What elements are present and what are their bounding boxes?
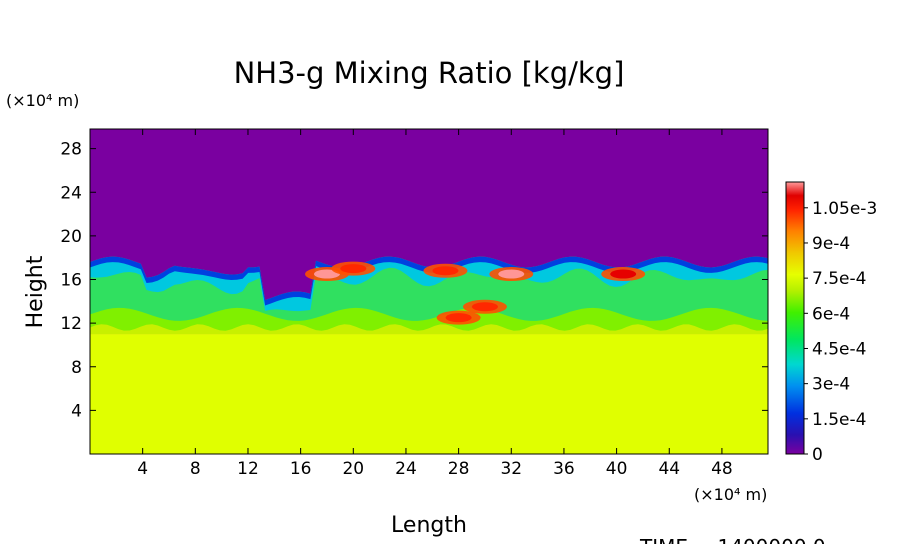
colorbar-label: 9e-4: [812, 234, 850, 254]
chart-title: NH3-g Mixing Ratio [kg/kg]: [234, 56, 625, 90]
colorbar-labels: 1.05e-3 9e-4 7.5e-4 6e-4 4.5e-4 3e-4 1.5e-4 0: [804, 199, 877, 465]
y-tick-label: 20: [60, 227, 82, 247]
x-tick-label: 40: [606, 459, 628, 479]
y-axis-label: Height: [23, 255, 48, 328]
hotspot-core: [313, 269, 340, 279]
colorbar-label: 1.05e-3: [812, 199, 877, 219]
x-unit-label: (×10⁴ m): [694, 485, 767, 504]
colorbar-label: 3e-4: [812, 375, 850, 395]
hotspot-core: [498, 269, 525, 279]
hotspot-core: [445, 313, 472, 323]
mid-layer-blue: [90, 256, 768, 306]
x-tick-label: 28: [448, 459, 470, 479]
x-tick-label: 24: [395, 459, 417, 479]
lower-layer: [90, 334, 768, 454]
y-tick-label: 12: [60, 314, 82, 334]
y-axis-ticks: 4 8 12 16 20 24 28: [60, 140, 768, 421]
y-tick-label: 16: [60, 271, 82, 291]
hotspot-core: [610, 269, 637, 279]
y-tick-label: 24: [60, 183, 82, 203]
colorbar-label: 1.5e-4: [812, 410, 866, 430]
y-tick-label: 4: [71, 401, 82, 421]
hotspot-core: [340, 264, 367, 274]
y-tick-label: 28: [60, 140, 82, 160]
hotspot-core: [471, 302, 498, 312]
x-tick-label: 4: [137, 459, 148, 479]
colorbar: [785, 181, 805, 455]
x-tick-label: 48: [711, 459, 733, 479]
colorbar-label: 6e-4: [812, 304, 850, 324]
heatmap-field: [90, 129, 768, 454]
mid-layer-cyan: [90, 261, 768, 312]
hotspot-core: [432, 266, 459, 276]
colorbar-label: 0: [812, 445, 823, 465]
x-tick-label: 16: [290, 459, 312, 479]
plot-frame: [89, 128, 769, 455]
y-tick-label: 8: [71, 358, 82, 378]
mid-layer-transition: [90, 324, 768, 334]
x-tick-label: 32: [500, 459, 522, 479]
x-tick-label: 36: [553, 459, 575, 479]
x-tick-label: 12: [237, 459, 259, 479]
x-axis-label: Length: [391, 513, 467, 538]
time-label: TIME = 1400000.0: [639, 535, 826, 544]
x-tick-label: 8: [190, 459, 201, 479]
colorbar-label: 7.5e-4: [812, 269, 866, 289]
x-tick-label: 44: [658, 459, 680, 479]
x-axis-ticks: 4 8 12 16 20 24 28 32 36 40 44 48: [137, 129, 733, 479]
x-tick-label: 20: [342, 459, 364, 479]
y-unit-label: (×10⁴ m): [6, 91, 79, 110]
colorbar-label: 4.5e-4: [812, 339, 866, 359]
